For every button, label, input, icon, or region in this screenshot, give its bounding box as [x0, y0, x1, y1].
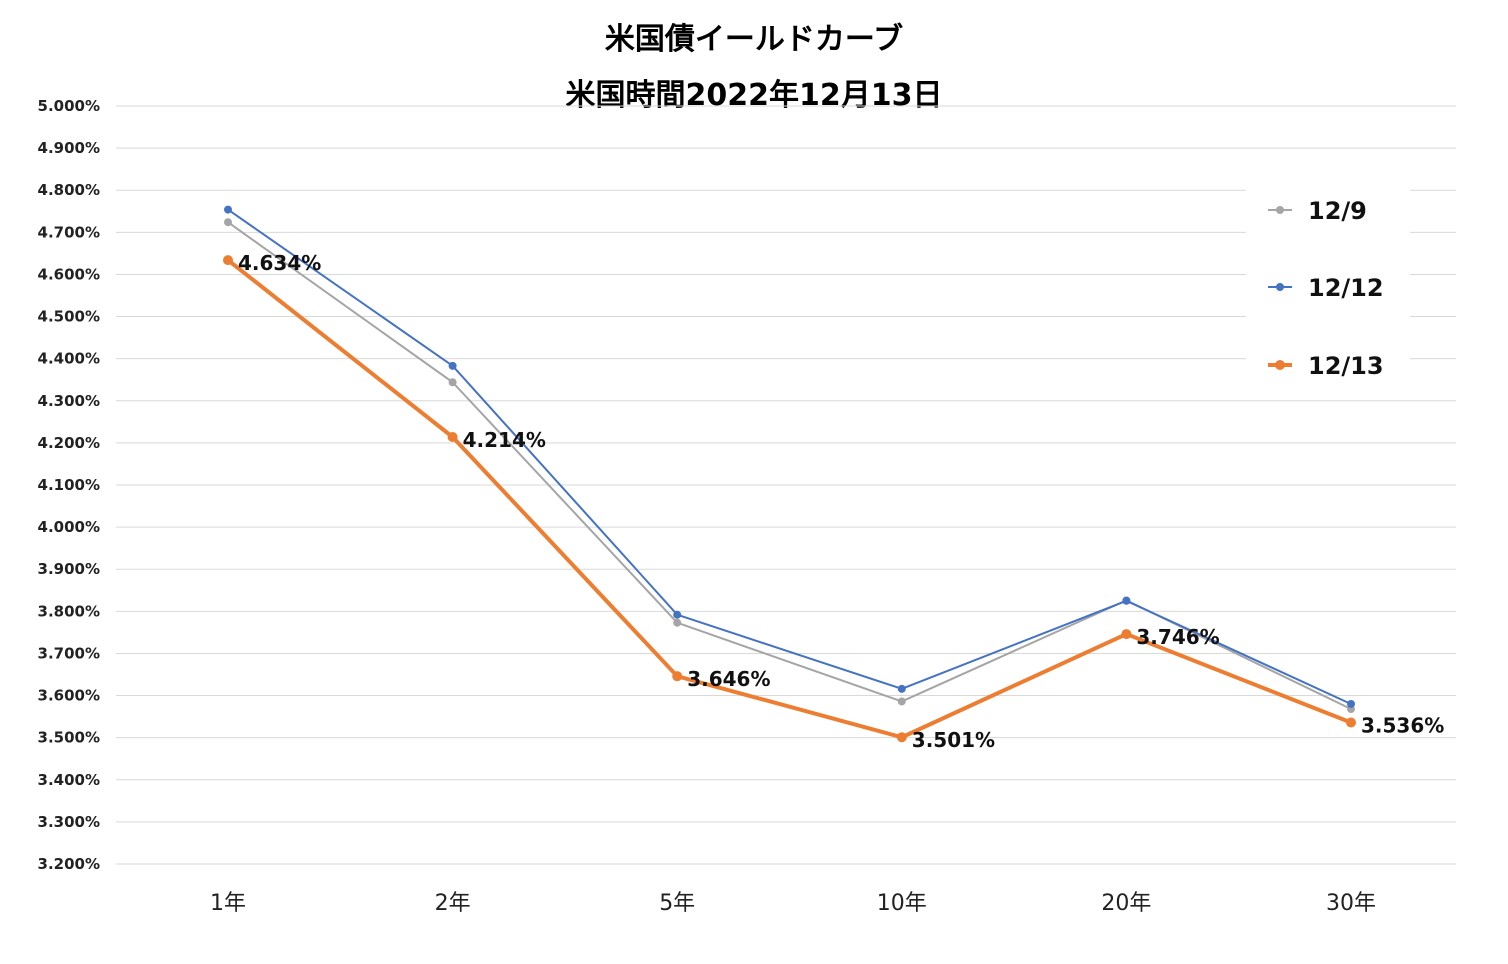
- data-point: [1121, 629, 1132, 640]
- x-tick-label: 20年: [1101, 891, 1151, 916]
- data-label: 3.746%: [1136, 625, 1219, 649]
- legend-label: 12/13: [1308, 352, 1384, 380]
- y-tick-label: 3.300%: [38, 813, 100, 831]
- y-tick-label: 3.500%: [38, 729, 100, 747]
- data-label: 4.634%: [238, 251, 321, 275]
- series-line-12/12: [227, 208, 1352, 705]
- legend-marker: [1276, 283, 1284, 291]
- x-tick-label: 1年: [210, 891, 246, 916]
- y-tick-label: 4.100%: [38, 476, 100, 494]
- data-point: [447, 431, 458, 442]
- legend-marker: [1275, 360, 1285, 370]
- data-label: 3.646%: [687, 667, 770, 691]
- data-label: 4.214%: [463, 428, 546, 452]
- y-tick-label: 4.400%: [38, 350, 100, 368]
- y-tick-label: 3.900%: [38, 560, 100, 578]
- data-point: [1347, 699, 1355, 708]
- x-tick-label: 2年: [435, 891, 471, 916]
- y-tick-label: 4.200%: [38, 434, 100, 452]
- x-tick-label: 10年: [877, 891, 927, 916]
- data-point: [1346, 717, 1356, 728]
- y-tick-label: 3.700%: [38, 644, 100, 662]
- chart-title: 米国債イールドカーブ: [604, 22, 904, 57]
- legend-label: 12/12: [1308, 274, 1384, 302]
- data-point: [896, 732, 907, 743]
- y-tick-label: 5.000%: [38, 97, 100, 115]
- chart-subtitle: 米国時間2022年12月13日: [565, 78, 943, 113]
- data-label: 3.501%: [912, 728, 995, 752]
- y-tick-label: 4.900%: [38, 139, 100, 157]
- data-point: [224, 218, 232, 227]
- y-tick-label: 3.800%: [38, 602, 100, 620]
- y-tick-label: 4.700%: [38, 223, 100, 241]
- data-point: [897, 697, 906, 706]
- y-tick-label: 4.300%: [38, 392, 100, 410]
- legend-label: 12/9: [1308, 197, 1367, 225]
- data-point: [448, 378, 457, 387]
- legend-marker: [1276, 206, 1284, 214]
- x-tick-label: 5年: [659, 891, 695, 916]
- y-tick-label: 4.000%: [38, 518, 100, 536]
- data-point: [223, 255, 233, 266]
- x-tick-label: 30年: [1326, 891, 1376, 916]
- y-tick-label: 3.200%: [38, 855, 100, 873]
- data-point: [897, 684, 906, 693]
- data-point: [224, 205, 232, 214]
- data-label: 3.536%: [1361, 714, 1444, 738]
- data-point: [673, 618, 682, 627]
- data-point: [672, 671, 683, 682]
- data-point: [448, 361, 457, 370]
- series-line-12/13: [226, 258, 1352, 740]
- y-tick-label: 4.600%: [38, 265, 100, 283]
- data-point: [673, 610, 682, 619]
- y-tick-label: 3.600%: [38, 687, 100, 705]
- y-tick-label: 3.400%: [38, 771, 100, 789]
- y-tick-label: 4.800%: [38, 181, 100, 199]
- data-point: [1122, 596, 1131, 605]
- y-tick-label: 4.500%: [38, 308, 100, 326]
